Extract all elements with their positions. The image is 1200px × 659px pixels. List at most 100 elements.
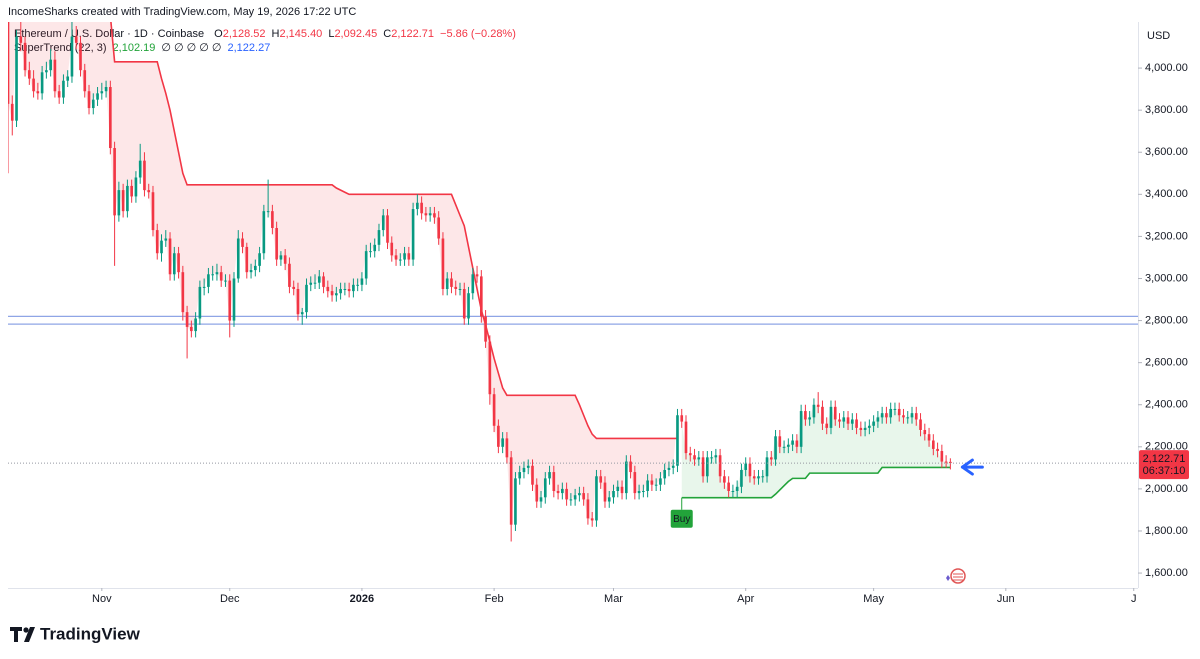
- candle-body: [416, 202, 419, 210]
- candle-body: [603, 482, 607, 502]
- candle-body: [198, 286, 202, 319]
- candle-body: [138, 160, 142, 178]
- candle-body: [607, 497, 611, 502]
- y-tick-label: 4,000.00: [1145, 62, 1188, 74]
- candle-body: [454, 286, 458, 290]
- candle-body: [411, 209, 415, 260]
- candle-body: [612, 491, 615, 498]
- candle-body: [147, 190, 151, 193]
- supertrend-lower: [681, 466, 951, 499]
- candle-body: [57, 91, 61, 98]
- candle-body: [573, 495, 577, 500]
- candle-body: [624, 461, 628, 494]
- candle-body: [190, 326, 193, 332]
- candle-body: [791, 440, 794, 445]
- candle-body: [535, 484, 539, 502]
- candle-body: [407, 253, 411, 260]
- candle-body: [646, 480, 649, 492]
- candle-body: [748, 463, 752, 477]
- candle-body: [893, 408, 897, 410]
- candle-body: [667, 467, 671, 470]
- candle-body: [91, 99, 95, 109]
- candle-body: [386, 215, 389, 243]
- candle-body: [347, 289, 351, 292]
- y-tick-label: 2,200.00: [1145, 441, 1188, 453]
- candle-body: [923, 429, 927, 435]
- candle-body: [872, 421, 875, 426]
- candle-body: [821, 406, 824, 424]
- candle-body: [868, 425, 871, 428]
- candle-body: [300, 312, 304, 315]
- candle-body: [100, 91, 104, 94]
- y-tick-label: 3,200.00: [1145, 230, 1188, 242]
- candle-body: [275, 227, 278, 260]
- candle-body: [769, 457, 773, 460]
- candle-body: [330, 291, 334, 296]
- candle-body: [531, 465, 534, 485]
- candle-body: [27, 70, 31, 79]
- candle-body: [723, 476, 726, 483]
- candle-body: [207, 274, 210, 287]
- candle-body: [313, 282, 317, 284]
- indicator-value: 2,122.27: [228, 42, 271, 54]
- candle-body: [8, 22, 10, 104]
- candle-body: [561, 488, 564, 494]
- candle-body: [595, 476, 598, 521]
- candle-body: [859, 427, 863, 430]
- candle-body: [373, 244, 377, 252]
- candle-body: [705, 457, 709, 477]
- price-badge-value: 2,122.71: [1143, 453, 1186, 465]
- candle-body: [816, 404, 820, 407]
- candle-body: [697, 457, 701, 460]
- candle-body: [117, 190, 121, 216]
- candle-body: [53, 59, 57, 92]
- candle-body: [663, 469, 667, 479]
- candle-body: [543, 478, 547, 498]
- candle-body: [160, 240, 163, 254]
- x-tick-label: Apr: [737, 593, 754, 605]
- candle-body: [761, 476, 765, 478]
- candle-body: [787, 444, 790, 447]
- candle-body: [40, 72, 44, 94]
- candle-body: [232, 278, 236, 321]
- candle-body: [23, 42, 27, 71]
- candle-body: [258, 253, 261, 266]
- y-tick-label: 2,400.00: [1145, 399, 1188, 411]
- candle-body: [381, 215, 385, 231]
- indicator: SuperTrend (22, 3): [14, 42, 107, 54]
- candle-body: [914, 413, 918, 420]
- symbol-legend: Ethereum / U.S. Dollar · 1D · CoinbaseO2…: [14, 28, 516, 40]
- candle-body: [241, 238, 244, 247]
- candle-body: [569, 499, 573, 501]
- candle-body: [45, 70, 48, 73]
- candle-body: [799, 411, 803, 447]
- candle-body: [228, 280, 232, 321]
- candle-body: [181, 272, 185, 313]
- candle-body: [804, 411, 807, 420]
- candle-body: [253, 265, 257, 271]
- ohlc-key: C: [383, 28, 391, 40]
- trend-fill: [8, 22, 678, 525]
- price-badge-countdown: 06:37:10: [1143, 465, 1186, 477]
- candle-body: [249, 270, 253, 273]
- candle-body: [369, 251, 372, 253]
- ohlc-key: L: [328, 28, 334, 40]
- candle-body: [49, 59, 52, 71]
- ohlc-key: O: [214, 28, 223, 40]
- candle-body: [360, 278, 364, 285]
- candle-body: [842, 417, 846, 422]
- candle-body: [556, 491, 560, 494]
- candle-body: [927, 434, 931, 441]
- candle-body: [445, 278, 449, 290]
- candle-body: [548, 472, 551, 479]
- indicator-value: ∅ ∅ ∅ ∅ ∅: [161, 42, 221, 54]
- candle-body: [467, 293, 470, 319]
- candle-body: [825, 423, 829, 428]
- candle-body: [880, 413, 884, 418]
- candle-body: [642, 491, 645, 493]
- candle-body: [795, 440, 799, 447]
- candle-body: [514, 478, 517, 525]
- candle-body: [501, 438, 504, 447]
- candle-body: [168, 238, 172, 275]
- candle-body: [104, 87, 108, 92]
